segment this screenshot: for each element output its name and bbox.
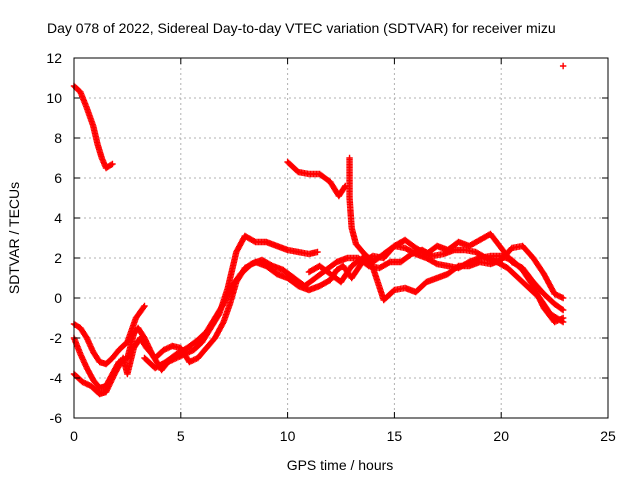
series-track-7 xyxy=(141,246,567,372)
y-tick-label: 6 xyxy=(54,170,62,186)
data-point xyxy=(559,62,567,70)
data-point xyxy=(432,260,439,267)
x-tick-label: 25 xyxy=(600,428,616,444)
data-point xyxy=(141,302,148,310)
data-point xyxy=(559,306,567,314)
y-tick-label: -2 xyxy=(50,330,63,346)
x-tick-label: 15 xyxy=(387,428,403,444)
data-point xyxy=(559,318,567,326)
x-tick-label: 5 xyxy=(177,428,185,444)
series-track-1 xyxy=(70,82,116,172)
series-track-5 xyxy=(70,232,321,392)
series-track-8 xyxy=(305,242,567,304)
data-point xyxy=(109,160,116,168)
x-axis-label: GPS time / hours xyxy=(287,457,394,473)
x-tick-label: 0 xyxy=(70,428,78,444)
chart-title: Day 078 of 2022, Sidereal Day-to-day VTE… xyxy=(47,20,556,36)
plot-frame xyxy=(73,57,609,419)
series-track-2 xyxy=(284,158,349,200)
x-tick-label: 20 xyxy=(493,428,509,444)
y-axis-label: SDTVAR / TECUs xyxy=(6,182,22,294)
y-tick-label: 0 xyxy=(54,290,62,306)
y-tick-label: 10 xyxy=(46,90,62,106)
y-tick-label: 12 xyxy=(46,50,62,66)
y-tick-label: -4 xyxy=(50,370,63,386)
series-track-4 xyxy=(70,302,148,368)
x-tick-label: 10 xyxy=(280,428,296,444)
data-point xyxy=(251,238,258,245)
data-point xyxy=(385,259,392,266)
y-tick-label: 2 xyxy=(54,250,62,266)
y-tick-label: -6 xyxy=(50,410,63,426)
data-point xyxy=(558,305,566,313)
data-point xyxy=(107,161,115,168)
data-point xyxy=(342,182,349,190)
y-tick-label: 4 xyxy=(54,210,62,226)
data-point xyxy=(140,304,147,311)
data-point xyxy=(559,294,567,302)
axis-ticks: 0 5 10 15 20 25 -6 -4 -2 0 2 4 6 8 10 12 xyxy=(46,50,616,444)
y-tick-label: 8 xyxy=(54,130,62,146)
data-point xyxy=(314,248,321,256)
series-outlier xyxy=(559,62,567,70)
data-point xyxy=(558,318,566,325)
data-marks xyxy=(70,62,567,398)
